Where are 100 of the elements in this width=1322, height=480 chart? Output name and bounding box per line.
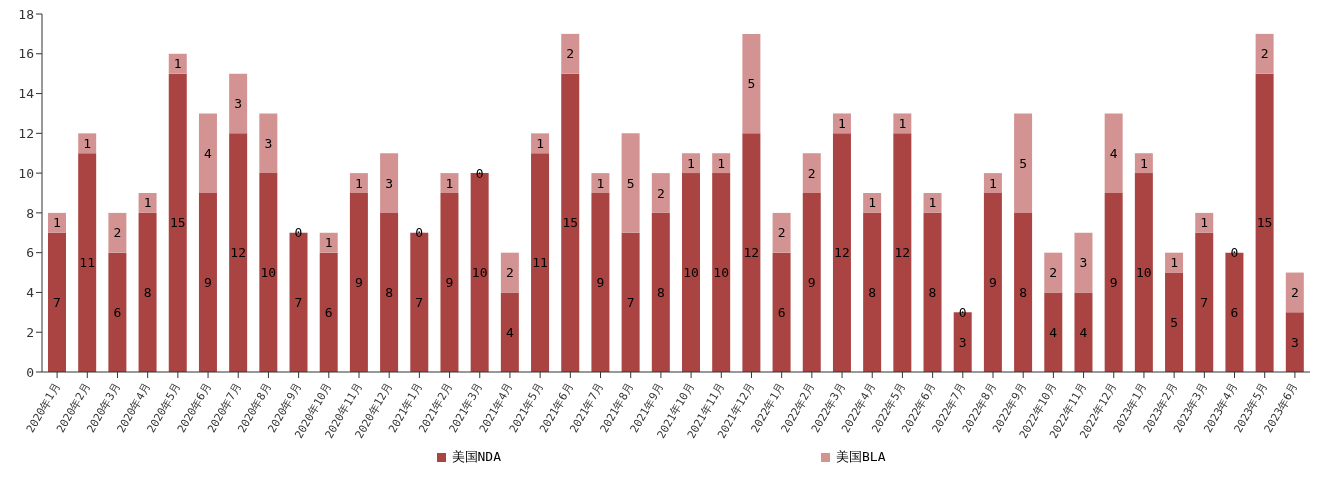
bar xyxy=(1104,193,1123,372)
bar xyxy=(440,193,459,372)
bar xyxy=(742,33,761,134)
bar xyxy=(440,173,459,193)
y-tick-label: 14 xyxy=(18,86,35,102)
bar xyxy=(863,193,882,213)
data-label: 8 xyxy=(1019,284,1028,300)
data-label: 3 xyxy=(1079,255,1088,271)
y-tick-label: 16 xyxy=(18,46,34,62)
data-label: 4 xyxy=(1109,145,1118,161)
y-tick-label: 8 xyxy=(26,205,34,221)
bar xyxy=(168,53,187,74)
data-label: 11 xyxy=(79,255,96,271)
bar xyxy=(923,193,942,213)
bar xyxy=(1134,153,1153,174)
data-label: 9 xyxy=(445,275,454,290)
data-label: 5 xyxy=(626,175,635,191)
data-label: 5 xyxy=(1019,155,1028,171)
bar xyxy=(802,193,821,372)
bar xyxy=(380,212,399,372)
data-label: 9 xyxy=(1109,275,1118,290)
data-label: 6 xyxy=(1230,304,1239,320)
bar xyxy=(229,133,248,372)
bar xyxy=(319,232,338,253)
bar xyxy=(621,133,640,233)
legend-label: 美国BLA xyxy=(836,448,886,466)
data-label: 10 xyxy=(471,265,488,281)
data-label: 7 xyxy=(1200,294,1209,310)
data-label: 1 xyxy=(898,115,907,131)
data-label: 10 xyxy=(260,265,277,281)
data-label: 4 xyxy=(1079,324,1088,340)
data-label: 2 xyxy=(656,185,665,201)
data-label: 2 xyxy=(1260,46,1269,62)
data-label: 1 xyxy=(143,195,152,211)
bar xyxy=(108,252,127,372)
data-label: 12 xyxy=(834,245,850,261)
bar xyxy=(500,252,519,293)
data-label: 6 xyxy=(777,304,786,320)
bar xyxy=(893,133,912,372)
y-tick-label: 6 xyxy=(26,245,34,261)
y-tick-label: 10 xyxy=(18,165,34,181)
data-label: 10 xyxy=(713,265,730,281)
bar xyxy=(500,292,519,372)
data-label: 15 xyxy=(169,215,186,231)
bar xyxy=(621,232,640,372)
bar xyxy=(651,212,670,372)
data-label: 1 xyxy=(838,115,846,131)
y-tick-label: 4 xyxy=(26,285,35,301)
bar xyxy=(591,193,610,372)
bar xyxy=(138,212,157,372)
data-label: 1 xyxy=(928,195,937,211)
bar xyxy=(1165,252,1184,273)
bar xyxy=(1074,292,1093,372)
data-label: 3 xyxy=(958,334,967,350)
bar xyxy=(259,173,278,372)
bar xyxy=(1014,212,1033,372)
data-label: 4 xyxy=(1049,324,1058,340)
data-label: 5 xyxy=(1170,314,1178,330)
data-label: 10 xyxy=(1136,265,1152,281)
bar xyxy=(1134,173,1153,372)
data-label: 9 xyxy=(354,275,363,290)
bar xyxy=(772,252,791,372)
data-label: 12 xyxy=(743,245,760,261)
data-label: 3 xyxy=(264,135,273,151)
data-label: 2 xyxy=(807,165,816,181)
bar xyxy=(983,173,1002,193)
bar xyxy=(591,173,610,193)
data-label: 1 xyxy=(536,135,544,151)
data-label: 7 xyxy=(415,294,424,310)
data-label: 10 xyxy=(683,265,699,281)
data-label: 8 xyxy=(656,284,665,300)
data-label: 3 xyxy=(1290,334,1299,350)
bar xyxy=(832,133,851,372)
data-label: 8 xyxy=(928,284,937,300)
data-label: 1 xyxy=(324,235,333,251)
bar xyxy=(198,113,217,193)
bar xyxy=(1285,312,1304,372)
data-label: 9 xyxy=(596,275,605,290)
bar xyxy=(48,232,66,372)
data-label: 4 xyxy=(204,145,213,161)
bar xyxy=(531,133,550,154)
y-tick-label: 0 xyxy=(26,364,34,380)
data-label: 15 xyxy=(1256,215,1273,231)
data-label: 2 xyxy=(777,225,786,241)
data-label: 1 xyxy=(596,175,605,191)
bar xyxy=(1044,292,1063,372)
data-label: 1 xyxy=(354,175,363,191)
bar xyxy=(198,193,217,372)
bar xyxy=(802,153,821,193)
data-label: 6 xyxy=(324,304,333,320)
data-label: 1 xyxy=(687,155,695,171)
data-label: 1 xyxy=(988,175,997,191)
data-label: 6 xyxy=(113,304,122,320)
data-label: 12 xyxy=(894,245,911,261)
bar xyxy=(1104,113,1123,193)
bar xyxy=(229,73,248,134)
data-label: 7 xyxy=(626,294,635,310)
bar xyxy=(561,33,580,74)
bar xyxy=(259,113,278,174)
bar xyxy=(923,212,942,372)
